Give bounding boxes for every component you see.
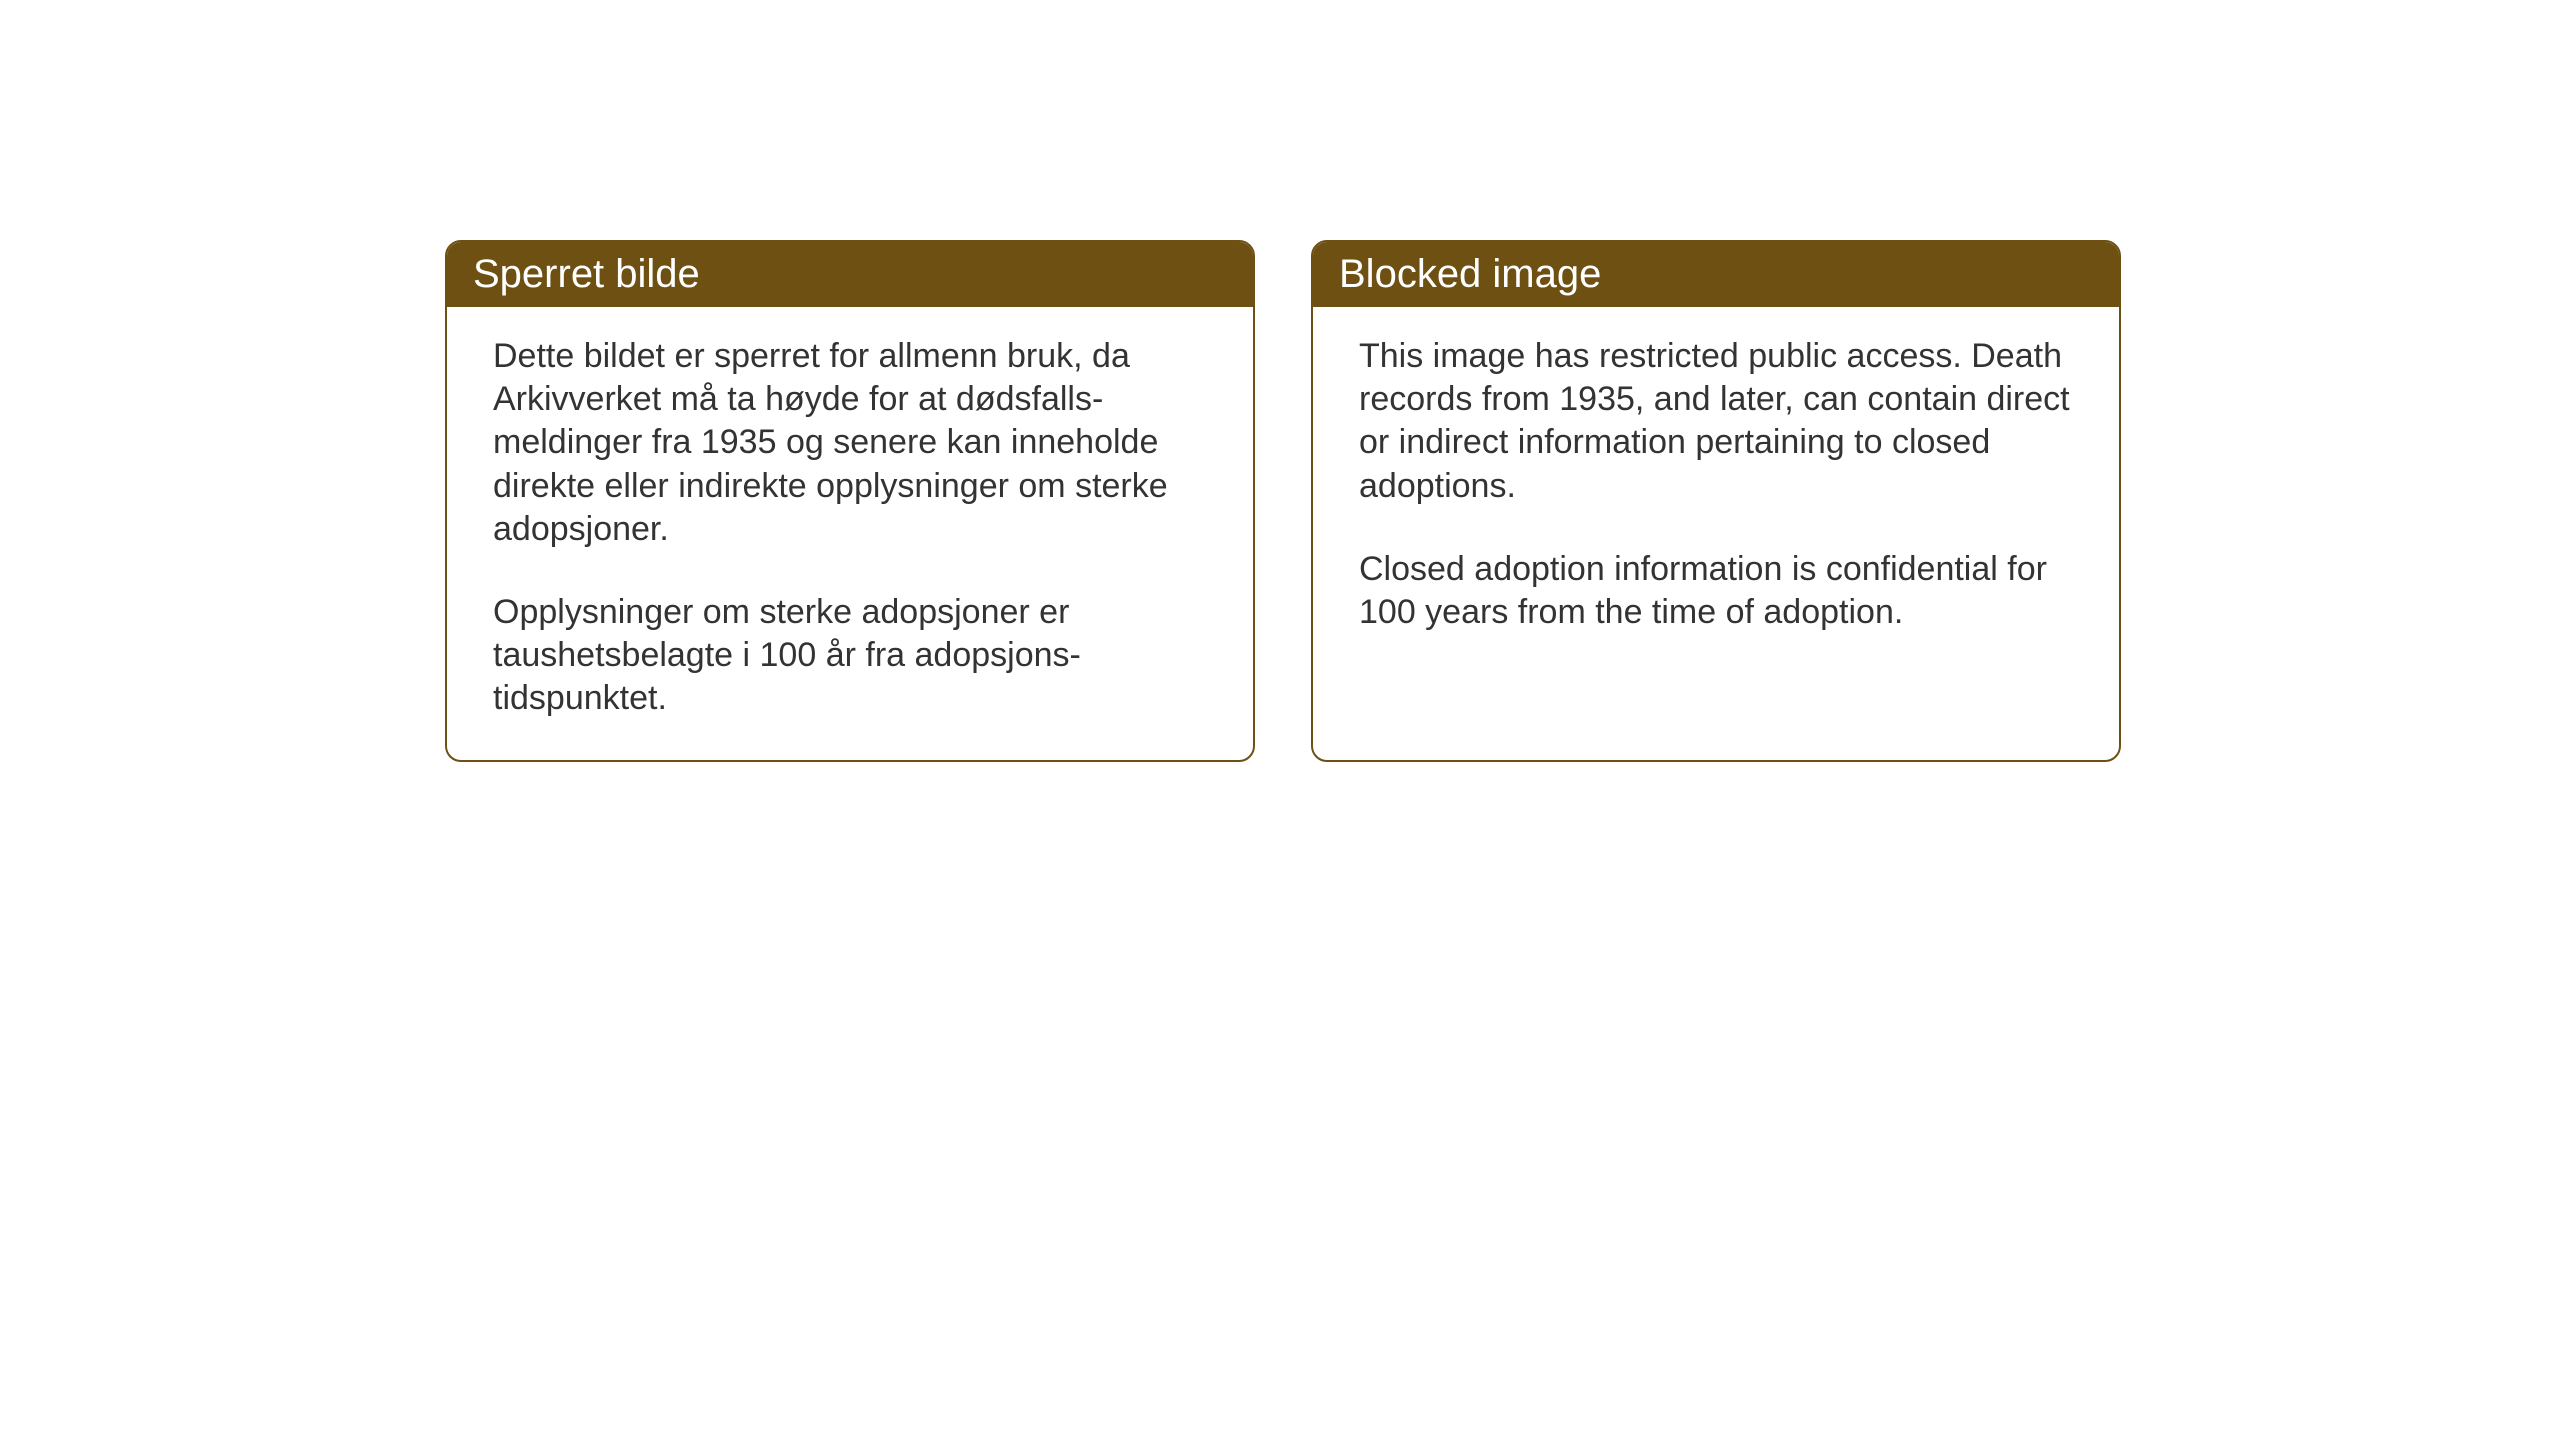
english-card: Blocked image This image has restricted … <box>1311 240 2121 762</box>
norwegian-card: Sperret bilde Dette bildet er sperret fo… <box>445 240 1255 762</box>
cards-container: Sperret bilde Dette bildet er sperret fo… <box>445 240 2121 762</box>
english-card-title: Blocked image <box>1313 242 2119 307</box>
norwegian-card-body: Dette bildet er sperret for allmenn bruk… <box>447 307 1253 760</box>
english-card-body: This image has restricted public access.… <box>1313 307 2119 674</box>
english-paragraph-1: This image has restricted public access.… <box>1359 335 2073 508</box>
norwegian-paragraph-1: Dette bildet er sperret for allmenn bruk… <box>493 335 1207 551</box>
norwegian-paragraph-2: Opplysninger om sterke adopsjoner er tau… <box>493 591 1207 721</box>
english-paragraph-2: Closed adoption information is confident… <box>1359 548 2073 634</box>
norwegian-card-title: Sperret bilde <box>447 242 1253 307</box>
